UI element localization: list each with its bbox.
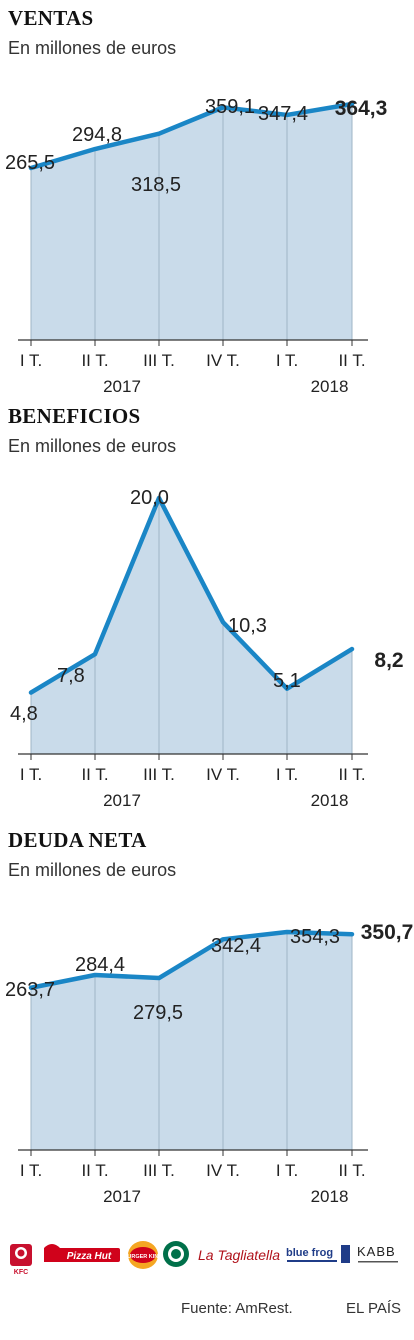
x-tick-label: III T. [143,351,175,370]
x-tick-label: III T. [143,1161,175,1180]
chart-title: BENEFICIOS [8,404,141,428]
x-tick-label: II T. [338,351,365,370]
data-label: 5,1 [273,670,301,692]
series-line [28,929,355,990]
data-label: 279,5 [133,1002,183,1024]
la-tagliatella-logo: La Tagliatella [198,1247,280,1263]
burger-king-logo: BURGER KING [123,1241,163,1269]
chart-deuda-neta: DEUDA NETA En millones de euros 263,7 284… [0,828,414,1222]
chart-subtitle: En millones de euros [8,860,177,880]
data-label: 350,7 [361,921,414,944]
pizza-hut-logo-text: Pizza Hut [67,1251,112,1262]
brand-logos: KFC Pizza Hut BURGER KING La Tagliatella… [10,1241,398,1276]
data-label: 4,8 [10,703,38,725]
data-label: 7,8 [57,665,85,687]
x-tick-label: I T. [276,1161,298,1180]
area-fill [31,104,352,340]
series-line [28,495,355,695]
data-label: 20,0 [130,487,169,509]
year-label: 2018 [311,377,349,396]
x-tick-label: IV T. [206,1161,240,1180]
chart-subtitle: En millones de euros [8,436,177,456]
x-tick-label: II T. [338,765,365,784]
data-label: 265,5 [5,152,55,174]
chart-deuda-plot: 263,7 284,4 279,5 342,4 354,3 350,7 I T. II T. I… [5,921,414,1206]
data-label: 364,3 [335,97,388,120]
data-label: 10,3 [228,615,267,637]
data-label: 347,4 [258,103,308,125]
year-label: 2017 [103,1187,141,1206]
data-label: 8,2 [374,649,403,672]
data-label: 359,1 [205,96,255,118]
chart-title: DEUDA NETA [8,828,147,852]
data-label: 284,4 [75,954,125,976]
x-tick-label: I T. [20,1161,42,1180]
x-tick-label: IV T. [206,765,240,784]
blue-frog-logo-text: blue frog [286,1247,333,1259]
pizza-hut-logo: Pizza Hut [44,1244,120,1262]
kabb-logo-text: KABB [357,1244,396,1259]
series-line [28,101,355,171]
x-tick-label: II T. [81,351,108,370]
data-label: 354,3 [290,926,340,948]
chart-ventas: VENTAS En millones de euros 265,5 294,8 31… [0,6,414,396]
data-label: 342,4 [211,935,261,957]
chart-ventas-plot: 265,5 294,8 318,5 359,1 347,4 364,3 I T. II T. I… [5,96,388,396]
data-label: 263,7 [5,979,55,1001]
chart-title: VENTAS [8,6,94,30]
area-fill [31,498,352,754]
x-tick-label: II T. [338,1161,365,1180]
burger-king-logo-text: BURGER KING [123,1254,162,1260]
x-tick-label: II T. [81,765,108,784]
chart-subtitle: En millones de euros [8,38,177,58]
area-fill [31,932,352,1150]
x-tick-label: I T. [276,351,298,370]
x-tick-label: IV T. [206,351,240,370]
kfc-logo: KFC [10,1244,32,1276]
publisher-brand: EL PAÍS [346,1300,402,1317]
year-label: 2018 [311,1187,349,1206]
chart-beneficios: BENEFICIOS En millones de euros 4,8 7,8 20… [0,404,414,816]
kabb-logo: KABB [357,1244,398,1263]
year-label: 2018 [311,791,349,810]
x-tick-label: III T. [143,765,175,784]
la-tagliatella-logo-text: La Tagliatella [198,1247,280,1263]
kfc-logo-text: KFC [14,1269,28,1276]
data-label: 318,5 [131,174,181,196]
x-tick-label: I T. [20,351,42,370]
year-label: 2017 [103,377,141,396]
x-tick-label: II T. [81,1161,108,1180]
data-label: 294,8 [72,124,122,146]
x-tick-label: I T. [276,765,298,784]
x-tick-label: I T. [20,765,42,784]
starbucks-logo [163,1241,189,1267]
year-label: 2017 [103,791,141,810]
chart-beneficios-plot: 4,8 7,8 20,0 10,3 5,1 8,2 I T. II T. III T. IV T.… [10,487,404,810]
source-note: Fuente: AmRest. [181,1300,293,1317]
blue-frog-logo: blue frog [286,1245,350,1263]
